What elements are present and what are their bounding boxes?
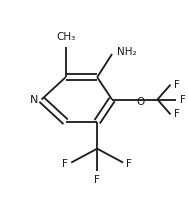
Text: F: F — [174, 109, 180, 119]
Text: F: F — [127, 159, 132, 169]
Text: N: N — [30, 95, 38, 105]
Text: F: F — [174, 80, 180, 90]
Text: NH₂: NH₂ — [117, 47, 136, 57]
Text: F: F — [180, 95, 186, 105]
Text: O: O — [137, 97, 145, 107]
Text: F: F — [94, 175, 100, 185]
Text: CH₃: CH₃ — [56, 32, 75, 42]
Text: F: F — [62, 159, 68, 169]
